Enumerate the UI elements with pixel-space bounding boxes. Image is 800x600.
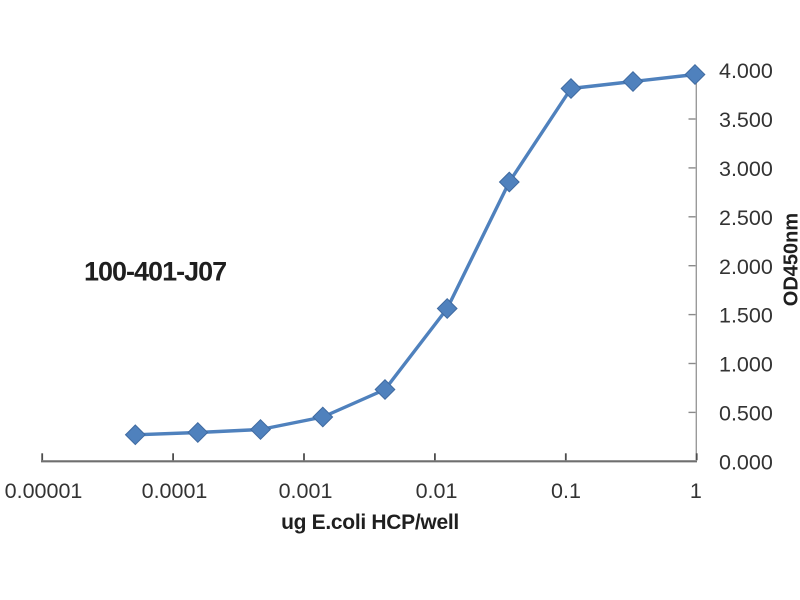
svg-text:0.1: 0.1 (551, 479, 581, 503)
svg-text:2.500: 2.500 (719, 206, 773, 230)
svg-text:0.500: 0.500 (719, 402, 773, 426)
svg-text:0.01: 0.01 (416, 479, 458, 503)
svg-text:2.000: 2.000 (719, 255, 773, 279)
svg-text:4.000: 4.000 (719, 59, 773, 83)
svg-text:3.500: 3.500 (719, 108, 773, 132)
svg-text:100-401-J07: 100-401-J07 (84, 257, 226, 287)
svg-text:1.500: 1.500 (719, 304, 773, 328)
svg-text:3.000: 3.000 (719, 157, 773, 181)
svg-text:0.0001: 0.0001 (142, 479, 208, 503)
svg-text:1.000: 1.000 (719, 353, 773, 377)
svg-text:ug E.coli HCP/well: ug E.coli HCP/well (281, 511, 459, 534)
svg-text:0.001: 0.001 (279, 479, 333, 503)
svg-text:0.000: 0.000 (719, 450, 773, 474)
svg-text:OD450nm: OD450nm (781, 213, 800, 306)
svg-text:1: 1 (690, 479, 702, 503)
svg-text:0.00001: 0.00001 (5, 479, 83, 503)
